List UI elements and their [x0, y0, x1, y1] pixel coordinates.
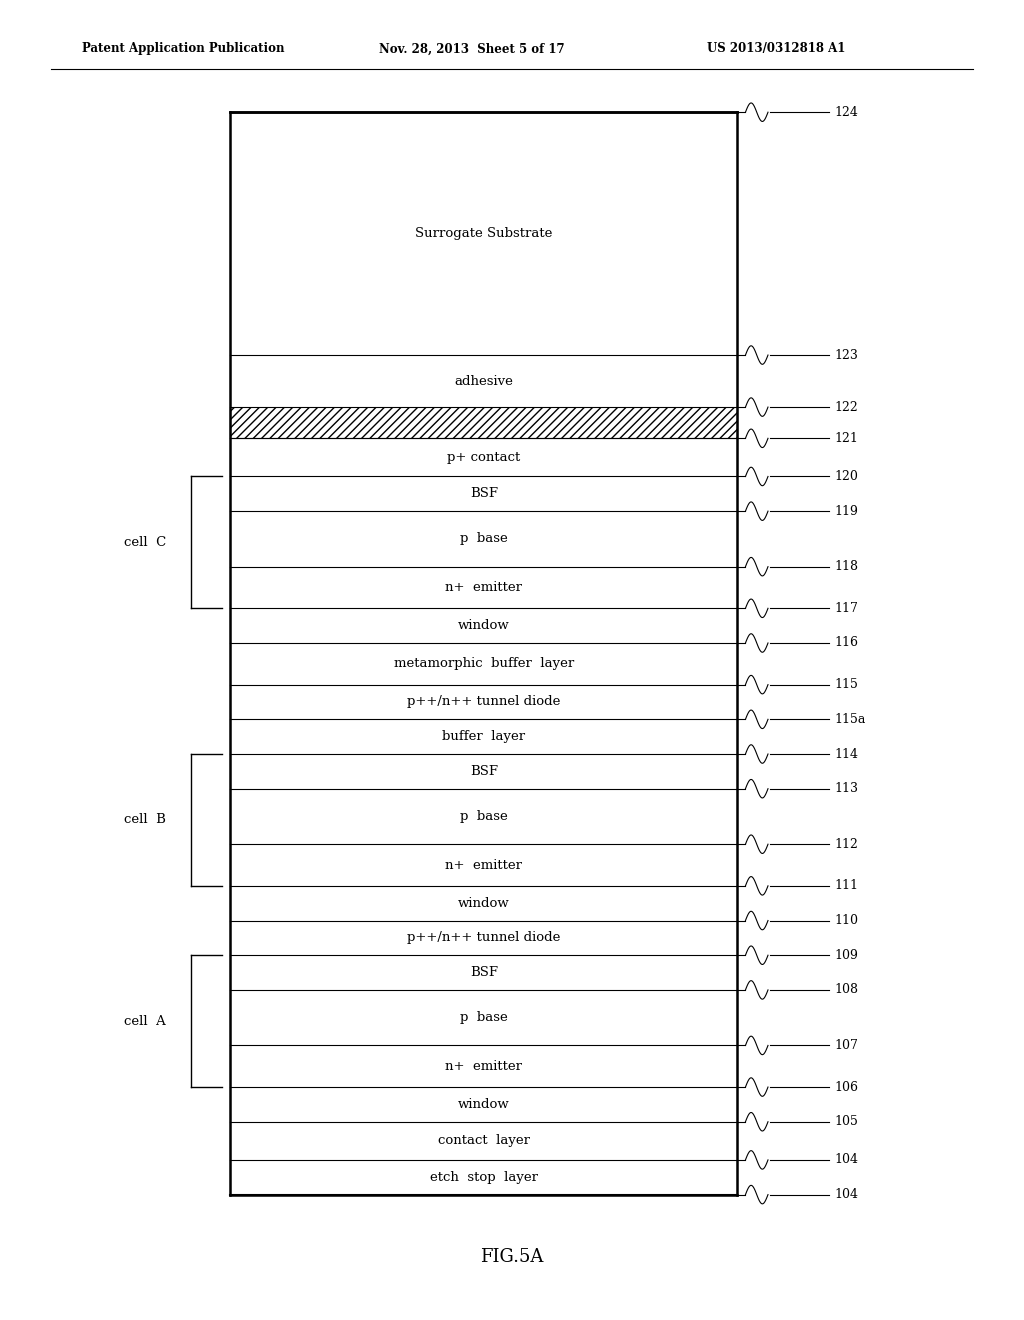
Text: cell  C: cell C: [124, 536, 166, 549]
Text: 107: 107: [835, 1039, 858, 1052]
Text: US 2013/0312818 A1: US 2013/0312818 A1: [707, 42, 845, 55]
Text: 124: 124: [835, 106, 858, 119]
Text: 118: 118: [835, 560, 858, 573]
Text: p+ contact: p+ contact: [447, 451, 520, 463]
Text: cell  A: cell A: [124, 1015, 166, 1028]
Text: 121: 121: [835, 432, 858, 445]
Text: Nov. 28, 2013  Sheet 5 of 17: Nov. 28, 2013 Sheet 5 of 17: [379, 42, 564, 55]
Text: n+  emitter: n+ emitter: [445, 1060, 522, 1073]
Text: adhesive: adhesive: [455, 375, 513, 388]
Text: 108: 108: [835, 983, 858, 997]
Text: p  base: p base: [460, 1011, 508, 1024]
Text: BSF: BSF: [470, 487, 498, 500]
Text: p  base: p base: [460, 532, 508, 545]
Text: 106: 106: [835, 1081, 858, 1093]
Bar: [230, 407, 737, 438]
Text: 104: 104: [835, 1154, 858, 1167]
Text: 120: 120: [835, 470, 858, 483]
Text: window: window: [458, 896, 510, 909]
Text: etch  stop  layer: etch stop layer: [430, 1171, 538, 1184]
Text: metamorphic  buffer  layer: metamorphic buffer layer: [393, 657, 574, 671]
Text: 111: 111: [835, 879, 858, 892]
Text: 122: 122: [835, 400, 858, 413]
Text: p  base: p base: [460, 810, 508, 822]
Text: p++/n++ tunnel diode: p++/n++ tunnel diode: [408, 932, 560, 944]
Text: BSF: BSF: [470, 966, 498, 979]
Text: 113: 113: [835, 783, 858, 795]
Text: n+  emitter: n+ emitter: [445, 858, 522, 871]
Text: contact  layer: contact layer: [438, 1134, 529, 1147]
Text: p++/n++ tunnel diode: p++/n++ tunnel diode: [408, 696, 560, 709]
Text: n+  emitter: n+ emitter: [445, 581, 522, 594]
Text: 105: 105: [835, 1115, 858, 1129]
Text: 116: 116: [835, 636, 858, 649]
Text: 109: 109: [835, 949, 858, 962]
Text: buffer  layer: buffer layer: [442, 730, 525, 743]
Text: 117: 117: [835, 602, 858, 615]
Text: 110: 110: [835, 913, 858, 927]
Text: 112: 112: [835, 838, 858, 850]
Text: Patent Application Publication: Patent Application Publication: [82, 42, 285, 55]
Text: FIG.5A: FIG.5A: [480, 1247, 544, 1266]
Text: BSF: BSF: [470, 764, 498, 777]
Text: window: window: [458, 619, 510, 632]
Text: 104: 104: [835, 1188, 858, 1201]
Text: cell  B: cell B: [124, 813, 166, 826]
Text: 115: 115: [835, 678, 858, 692]
Text: 115a: 115a: [835, 713, 866, 726]
Text: 114: 114: [835, 747, 858, 760]
Text: window: window: [458, 1098, 510, 1111]
Text: Surrogate Substrate: Surrogate Substrate: [415, 227, 553, 240]
Text: 123: 123: [835, 348, 858, 362]
Text: 119: 119: [835, 504, 858, 517]
